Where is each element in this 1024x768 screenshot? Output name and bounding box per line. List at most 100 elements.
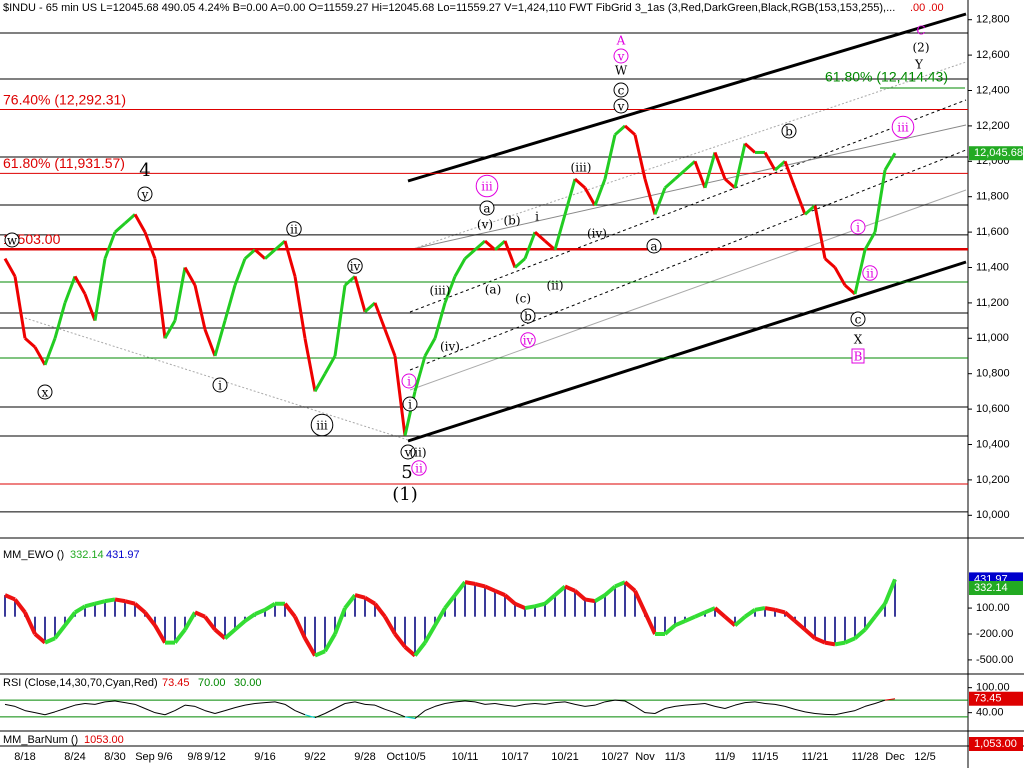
wave-label: i (535, 210, 539, 224)
legend-value: 332.14 (70, 549, 104, 561)
wave-label: iii (481, 180, 493, 194)
line-segment (713, 606, 727, 619)
line-segment (874, 699, 886, 704)
line-segment (504, 704, 516, 707)
line-segment (153, 624, 167, 644)
ewo-bar (154, 616, 156, 626)
line-segment (374, 704, 386, 710)
y-tick-label: 12,600 (976, 49, 1010, 61)
channel-line (409, 189, 967, 391)
line-segment (554, 701, 566, 704)
line-segment (813, 205, 827, 259)
line-segment (264, 248, 276, 260)
ewo-bar (824, 616, 826, 643)
ewo-bar (164, 616, 166, 643)
ewo-bar (864, 616, 866, 630)
line-segment (703, 152, 717, 189)
axis-marker-label: 332.14 (974, 582, 1008, 594)
ewo-bar (114, 599, 116, 617)
line-segment (553, 584, 567, 597)
wave-label: (v) (477, 218, 493, 232)
wave-label: B (854, 350, 863, 364)
line-segment (13, 276, 27, 339)
line-segment (793, 187, 807, 215)
line-segment (534, 601, 546, 609)
line-segment (13, 598, 27, 614)
line-segment (323, 632, 337, 653)
line-segment (593, 593, 607, 603)
wave-label: Y (914, 58, 924, 72)
line-segment (514, 703, 526, 707)
y-tick-label: -500.00 (976, 654, 1013, 666)
ewo-bar (214, 616, 216, 630)
ewo-bar (14, 599, 16, 617)
line-segment (664, 705, 676, 709)
line-segment (94, 599, 106, 606)
wave-label: A (616, 34, 626, 48)
ewo-bar (274, 603, 276, 617)
axis-marker-label: 73.45 (974, 693, 1002, 705)
line-segment (363, 595, 377, 606)
ewo-bar (774, 609, 776, 617)
wave-label: a (650, 240, 657, 254)
y-tick-label: 40.00 (976, 707, 1004, 719)
wave-label: (a) (485, 283, 502, 297)
ewo-bar (584, 599, 586, 617)
line-segment (64, 704, 76, 709)
y-tick-label: 10,400 (976, 438, 1010, 450)
ewo-bar (544, 603, 546, 617)
x-tick-label: 8/30 (104, 751, 125, 763)
line-segment (624, 124, 636, 136)
line-segment (413, 641, 427, 657)
x-tick-label: 10/11 (452, 751, 479, 763)
line-segment (474, 581, 486, 589)
axis-marker-label: 12,045.68 (974, 147, 1023, 159)
wave-label: iv (350, 260, 361, 274)
line-segment (774, 160, 786, 172)
ewo-bar (314, 616, 316, 656)
line-segment (254, 248, 266, 260)
line-segment (143, 231, 157, 260)
line-segment (144, 708, 156, 714)
line-segment (623, 580, 637, 593)
x-tick-label: 10/17 (501, 751, 529, 763)
line-segment (883, 578, 897, 605)
line-segment (833, 266, 847, 286)
line-segment (674, 619, 686, 628)
line-segment (93, 258, 107, 321)
ewo-bar (234, 616, 236, 630)
wave-label: v (404, 446, 412, 460)
wave-label: v (617, 50, 625, 64)
line-segment (344, 275, 356, 287)
line-segment (53, 302, 67, 339)
line-segment (734, 702, 746, 706)
wave-circle (520, 308, 536, 324)
wave-label: (ii) (546, 279, 563, 293)
line-segment (203, 615, 217, 631)
x-tick-label: 11/3 (665, 751, 686, 763)
ewo-bar (104, 601, 106, 617)
line-segment (333, 607, 347, 635)
y-tick-label: 11,600 (976, 226, 1009, 238)
line-segment (724, 177, 736, 189)
line-segment (283, 240, 297, 277)
axis-marker (969, 737, 1023, 751)
line-segment (454, 700, 466, 703)
ewo-bar (594, 601, 596, 617)
wave-circle (475, 174, 499, 198)
legend-value: 70.00 (198, 677, 226, 689)
line-segment (453, 580, 467, 597)
wave-label: X (854, 333, 863, 347)
level-label: 61.80% (11,931.57) (3, 155, 125, 171)
ewo-bar (44, 616, 46, 643)
line-segment (204, 710, 216, 714)
line-segment (423, 337, 437, 357)
line-segment (644, 712, 656, 714)
wave-circle (613, 82, 629, 98)
wave-label: iii (897, 121, 909, 135)
line-segment (73, 275, 87, 295)
x-tick-label: 8/18 (14, 751, 35, 763)
wave-circle (479, 200, 495, 216)
level-label: 76.40% (12,292.31) (3, 91, 126, 107)
line-segment (484, 239, 496, 251)
